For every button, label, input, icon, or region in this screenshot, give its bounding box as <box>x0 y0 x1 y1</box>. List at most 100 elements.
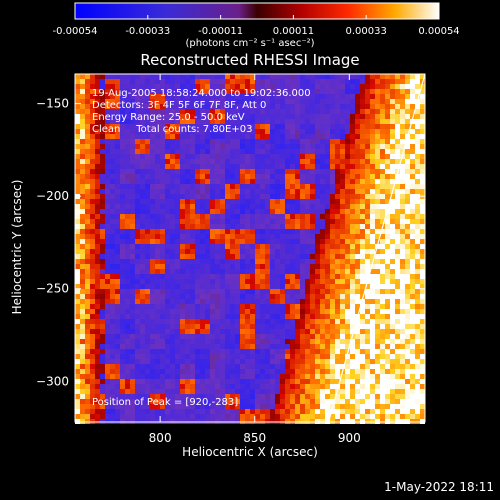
heatmap-cell <box>255 124 260 129</box>
heatmap-cell <box>240 234 245 239</box>
heatmap-cell <box>75 394 80 399</box>
heatmap-cell <box>290 264 295 269</box>
heatmap-cell <box>325 184 330 189</box>
heatmap-cell <box>370 299 375 304</box>
heatmap-cell <box>280 359 285 364</box>
heatmap-cell <box>365 349 370 354</box>
heatmap-cell <box>275 319 280 324</box>
heatmap-cell <box>385 274 390 279</box>
heatmap-cell <box>280 339 285 344</box>
heatmap-cell <box>255 409 260 414</box>
heatmap-cell <box>200 179 205 184</box>
heatmap-cell <box>140 149 145 154</box>
heatmap-cell <box>165 104 170 109</box>
heatmap-cell <box>75 279 80 284</box>
heatmap-cell <box>280 159 285 164</box>
heatmap-cell <box>320 174 325 179</box>
heatmap-cell <box>145 344 150 349</box>
heatmap-cell <box>335 304 340 309</box>
heatmap-cell <box>240 239 245 244</box>
heatmap-cell <box>75 184 80 189</box>
heatmap-cell <box>120 319 125 324</box>
heatmap-cell <box>340 159 345 164</box>
heatmap-cell <box>330 289 335 294</box>
heatmap-cell <box>245 329 250 334</box>
heatmap-cell <box>240 134 245 139</box>
heatmap-cell <box>420 269 425 274</box>
heatmap-cell <box>315 94 320 99</box>
heatmap-cell <box>320 249 325 254</box>
heatmap-cell <box>395 354 400 359</box>
heatmap-cell <box>275 294 280 299</box>
heatmap-cell <box>210 229 215 234</box>
heatmap-cell <box>275 229 280 234</box>
heatmap-cell <box>85 344 90 349</box>
heatmap-cell <box>220 304 225 309</box>
heatmap-cell <box>365 379 370 384</box>
heatmap-cell <box>175 414 180 419</box>
heatmap-cell <box>420 249 425 254</box>
heatmap-cell <box>330 234 335 239</box>
heatmap-cell <box>290 289 295 294</box>
heatmap-cell <box>140 254 145 259</box>
heatmap-cell <box>295 139 300 144</box>
heatmap-cell <box>80 94 85 99</box>
heatmap-cell <box>160 89 165 94</box>
heatmap-cell <box>250 349 255 354</box>
heatmap-cell <box>180 174 185 179</box>
heatmap-cell <box>385 239 390 244</box>
heatmap-cell <box>310 219 315 224</box>
heatmap-cell <box>275 394 280 399</box>
heatmap-cell <box>400 339 405 344</box>
heatmap-cell <box>400 169 405 174</box>
heatmap-cell <box>220 294 225 299</box>
heatmap-cell <box>280 134 285 139</box>
heatmap-cell <box>355 409 360 414</box>
heatmap-cell <box>320 99 325 104</box>
heatmap-cell <box>85 349 90 354</box>
heatmap-cell <box>145 184 150 189</box>
heatmap-cell <box>165 359 170 364</box>
heatmap-cell <box>345 119 350 124</box>
heatmap-cell <box>160 344 165 349</box>
heatmap-cell <box>140 334 145 339</box>
heatmap-cell <box>235 249 240 254</box>
heatmap-cell <box>330 154 335 159</box>
heatmap-cell <box>380 74 385 79</box>
heatmap-cell <box>255 269 260 274</box>
heatmap-cell <box>255 89 260 94</box>
heatmap-cell <box>260 384 265 389</box>
heatmap-cell <box>285 169 290 174</box>
heatmap-cell <box>250 354 255 359</box>
heatmap-cell <box>405 149 410 154</box>
heatmap-cell <box>150 394 155 399</box>
heatmap-cell <box>130 399 135 404</box>
heatmap-cell <box>305 319 310 324</box>
heatmap-cell <box>290 299 295 304</box>
heatmap-cell <box>145 129 150 134</box>
heatmap-cell <box>265 309 270 314</box>
heatmap-cell <box>235 339 240 344</box>
heatmap-cell <box>150 154 155 159</box>
heatmap-cell <box>290 374 295 379</box>
heatmap-cell <box>260 74 265 79</box>
heatmap-cell <box>190 144 195 149</box>
heatmap-cell <box>295 84 300 89</box>
heatmap-cell <box>305 204 310 209</box>
heatmap-cell <box>150 174 155 179</box>
heatmap-cell <box>285 239 290 244</box>
heatmap-cell <box>280 279 285 284</box>
heatmap-cell <box>350 214 355 219</box>
heatmap-cell <box>260 169 265 174</box>
heatmap-cell <box>245 144 250 149</box>
heatmap-cell <box>85 254 90 259</box>
heatmap-cell <box>410 224 415 229</box>
heatmap-cell <box>190 309 195 314</box>
heatmap-cell <box>155 239 160 244</box>
heatmap-cell <box>100 414 105 419</box>
heatmap-cell <box>245 179 250 184</box>
heatmap-cell <box>330 349 335 354</box>
heatmap-cell <box>165 404 170 409</box>
heatmap-cell <box>80 259 85 264</box>
heatmap-cell <box>360 364 365 369</box>
